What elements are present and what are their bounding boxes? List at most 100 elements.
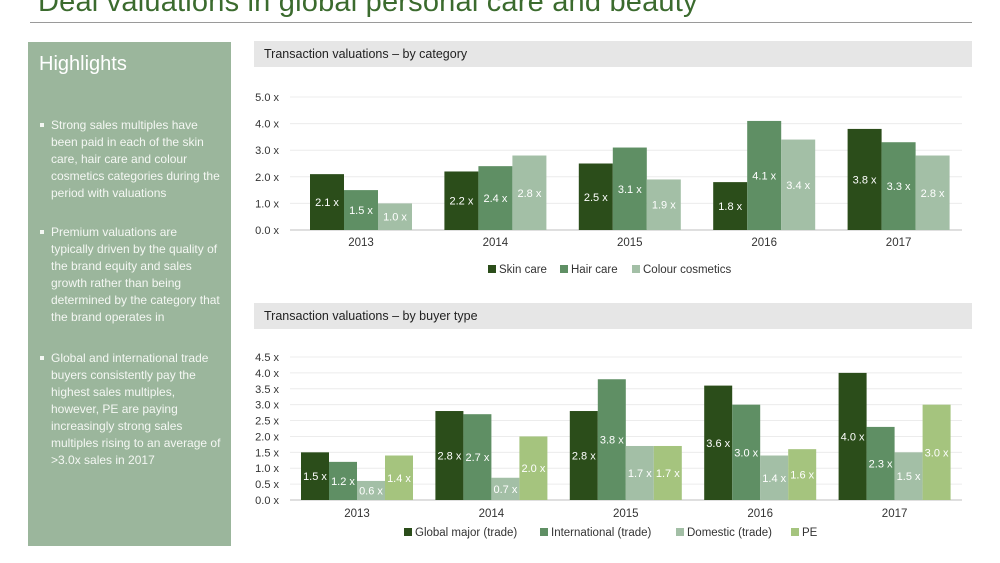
buyer-bar xyxy=(922,404,951,500)
buyer-legend-swatch xyxy=(676,528,684,536)
buyer-data-label: 2.3 x xyxy=(869,458,893,470)
buyer-data-label: 1.7 x xyxy=(628,468,652,480)
buyer-category-label: 2017 xyxy=(882,508,908,520)
cat-data-label: 3.3 x xyxy=(887,181,911,193)
buyer-bar xyxy=(653,445,682,500)
highlight-bullet-1: Strong sales multiples have been paid in… xyxy=(39,117,223,202)
buyer-data-label: 1.4 x xyxy=(387,473,411,485)
buyer-data-label: 0.6 x xyxy=(359,485,383,497)
cat-data-label: 1.8 x xyxy=(718,201,742,213)
highlights-panel: Highlights Strong sales multiples have b… xyxy=(28,42,231,546)
buyer-ytick-label: 1.0 x xyxy=(255,463,279,475)
buyer-bar xyxy=(357,480,385,500)
cat-bar xyxy=(478,166,513,230)
highlight-bullet-2: Premium valuations are typically driven … xyxy=(39,224,223,326)
buyer-legend-label: Global major (trade) xyxy=(415,527,517,539)
buyer-data-label: 3.0 x xyxy=(925,447,949,459)
buyer-bar xyxy=(788,449,817,500)
buyer-legend-label: International (trade) xyxy=(551,527,652,539)
buyer-bar xyxy=(435,411,464,500)
buyer-data-label: 1.6 x xyxy=(790,470,814,482)
buyer-legend-swatch xyxy=(404,528,412,536)
cat-bar xyxy=(646,179,681,230)
cat-data-label: 2.2 x xyxy=(449,196,473,208)
cat-data-label: 2.1 x xyxy=(315,197,339,209)
cat-bar xyxy=(747,120,782,230)
cat-ytick-label: 5.0 x xyxy=(255,92,279,104)
buyer-data-label: 2.0 x xyxy=(521,463,545,475)
cat-data-label: 2.8 x xyxy=(517,188,541,200)
cat-bar xyxy=(881,142,916,230)
cat-data-label: 1.9 x xyxy=(652,200,676,212)
buyer-category-label: 2013 xyxy=(344,508,370,520)
cat-category-label: 2016 xyxy=(751,237,777,249)
cat-bar xyxy=(781,139,816,230)
buyer-data-label: 3.8 x xyxy=(600,435,624,447)
cat-bar xyxy=(612,147,647,230)
buyer-ytick-label: 4.0 x xyxy=(255,368,279,380)
buyer-legend-label: PE xyxy=(802,527,818,539)
cat-ytick-label: 3.0 x xyxy=(255,145,279,157)
buyer-ytick-label: 4.5 x xyxy=(255,352,279,364)
buyer-data-label: 2.8 x xyxy=(572,451,596,463)
buyer-category-label: 2016 xyxy=(747,508,773,520)
buyer-bar xyxy=(519,436,548,500)
highlights-heading: Highlights xyxy=(39,53,127,75)
buyer-data-label: 3.0 x xyxy=(734,447,758,459)
cat-data-label: 3.1 x xyxy=(618,184,642,196)
cat-data-label: 2.8 x xyxy=(921,188,945,200)
cat-bar xyxy=(444,171,479,230)
buyer-data-label: 2.8 x xyxy=(437,451,461,463)
buyer-bar xyxy=(704,385,733,500)
cat-bar xyxy=(378,203,412,230)
buyer-bar xyxy=(838,372,867,500)
cat-data-label: 1.5 x xyxy=(349,205,373,217)
cat-category-label: 2017 xyxy=(886,237,912,249)
cat-bar xyxy=(847,128,882,230)
buyer-bar xyxy=(732,404,761,500)
buyer-bar xyxy=(569,411,598,500)
buyer-ytick-label: 1.5 x xyxy=(255,447,279,459)
page-title: Deal valuations in global personal care … xyxy=(38,0,698,18)
buyer-ytick-label: 3.0 x xyxy=(255,400,279,412)
buyer-bar xyxy=(385,455,413,500)
buyer-data-label: 1.2 x xyxy=(331,476,355,488)
cat-bar xyxy=(915,155,950,230)
cat-ytick-label: 0.0 x xyxy=(255,225,279,237)
cat-ytick-label: 1.0 x xyxy=(255,198,279,210)
buyer-data-label: 4.0 x xyxy=(841,431,865,443)
buyer-bar xyxy=(760,455,789,500)
buyer-ytick-label: 0.5 x xyxy=(255,479,279,491)
buyer-data-label: 0.7 x xyxy=(493,484,517,496)
buyer-bar xyxy=(866,426,895,500)
category-chart-title: Transaction valuations – by category xyxy=(254,41,972,67)
buyer-bar xyxy=(491,477,520,500)
cat-legend-swatch xyxy=(560,265,568,273)
cat-data-label: 2.4 x xyxy=(483,193,507,205)
buyer-type-chart-title: Transaction valuations – by buyer type xyxy=(254,303,972,329)
cat-legend-label: Colour cosmetics xyxy=(643,264,731,276)
buyer-data-label: 1.4 x xyxy=(762,473,786,485)
buyer-legend-label: Domestic (trade) xyxy=(687,527,772,539)
cat-category-label: 2014 xyxy=(483,237,509,249)
cat-legend-label: Skin care xyxy=(499,264,547,276)
buyer-legend-swatch xyxy=(791,528,799,536)
cat-bar xyxy=(578,163,613,230)
buyer-data-label: 2.7 x xyxy=(465,452,489,464)
buyer-ytick-label: 2.5 x xyxy=(255,416,279,428)
buyer-bar xyxy=(463,414,492,500)
cat-category-label: 2013 xyxy=(348,237,374,249)
cat-data-label: 3.4 x xyxy=(786,180,810,192)
buyer-data-label: 3.6 x xyxy=(706,438,730,450)
buyer-bar xyxy=(301,452,329,500)
cat-bar xyxy=(512,155,547,230)
buyer-ytick-label: 3.5 x xyxy=(255,384,279,396)
cat-data-label: 3.8 x xyxy=(853,174,877,186)
buyer-bar xyxy=(329,461,357,500)
cat-legend-swatch xyxy=(488,265,496,273)
buyer-bar xyxy=(894,452,923,500)
cat-bar xyxy=(344,190,378,230)
cat-bar xyxy=(310,174,344,230)
cat-bar xyxy=(713,182,748,230)
